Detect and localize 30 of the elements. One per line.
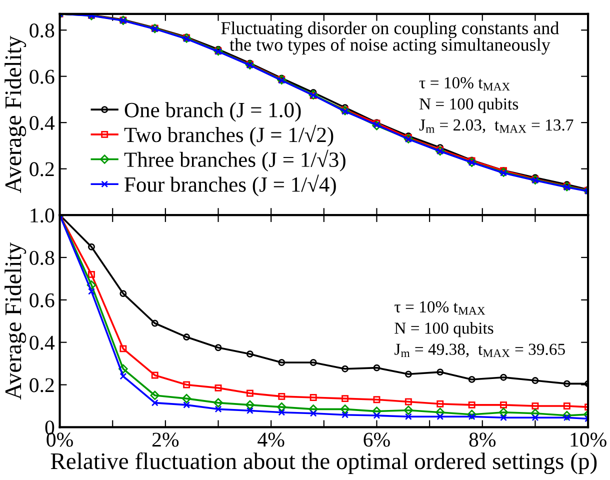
- annotation: τ = 10% t$_{MAX}$: [419, 77, 510, 91]
- legend-label: One branch (J = 1.0): [124, 102, 301, 122]
- y-tick-label: 0.4: [30, 336, 55, 350]
- annotation: τ = 10% t$_{MAX}$: [394, 301, 486, 315]
- x-tick-label: 6%: [364, 432, 390, 447]
- x-tick-label: 8%: [469, 432, 496, 447]
- y-tick-label: 0.2: [30, 378, 54, 392]
- y-axis-title: Average Fidelity: [4, 36, 26, 194]
- annotation: J$_{m}$ = 2.03, t$_{MAX}$ = 13.7: [419, 119, 574, 134]
- x-tick-label: 10%: [570, 432, 606, 447]
- y-tick-label: 0.8: [30, 250, 54, 265]
- y-axis-title: Average Fidelity: [4, 242, 26, 400]
- legend-label: Two branches (J = 1/√2): [124, 124, 334, 147]
- annotation: N = 100 qubits: [419, 98, 518, 113]
- y-tick-label: 0.4: [30, 116, 55, 130]
- legend-label: Three branches (J = 1/√3): [124, 150, 346, 172]
- x-tick-label: 0%: [46, 432, 73, 447]
- annotation: Fluctuating disorder on coupling constants and the two types of noise acting simultaneously: [221, 22, 559, 55]
- x-tick-label: 2%: [152, 432, 179, 447]
- x-axis-title: Relative fluctuation about the optimal ordered settings (p): [50, 452, 597, 474]
- y-tick-label: 0.8: [30, 23, 54, 38]
- y-tick-label: 0: [45, 420, 54, 435]
- y-tick-label: 0.6: [30, 70, 54, 84]
- y-tick-label: 0.2: [30, 162, 54, 176]
- x-tick-label: 4%: [258, 432, 284, 447]
- annotation: J$_{m}$ = 49.38, t$_{MAX}$ = 39.65: [394, 344, 565, 358]
- y-tick-label: 1.0: [30, 208, 54, 223]
- y-tick-label: 0.6: [30, 293, 54, 308]
- legend-label: Four branches (J = 1/√4): [124, 174, 336, 196]
- annotation: N = 100 qubits: [394, 322, 494, 338]
